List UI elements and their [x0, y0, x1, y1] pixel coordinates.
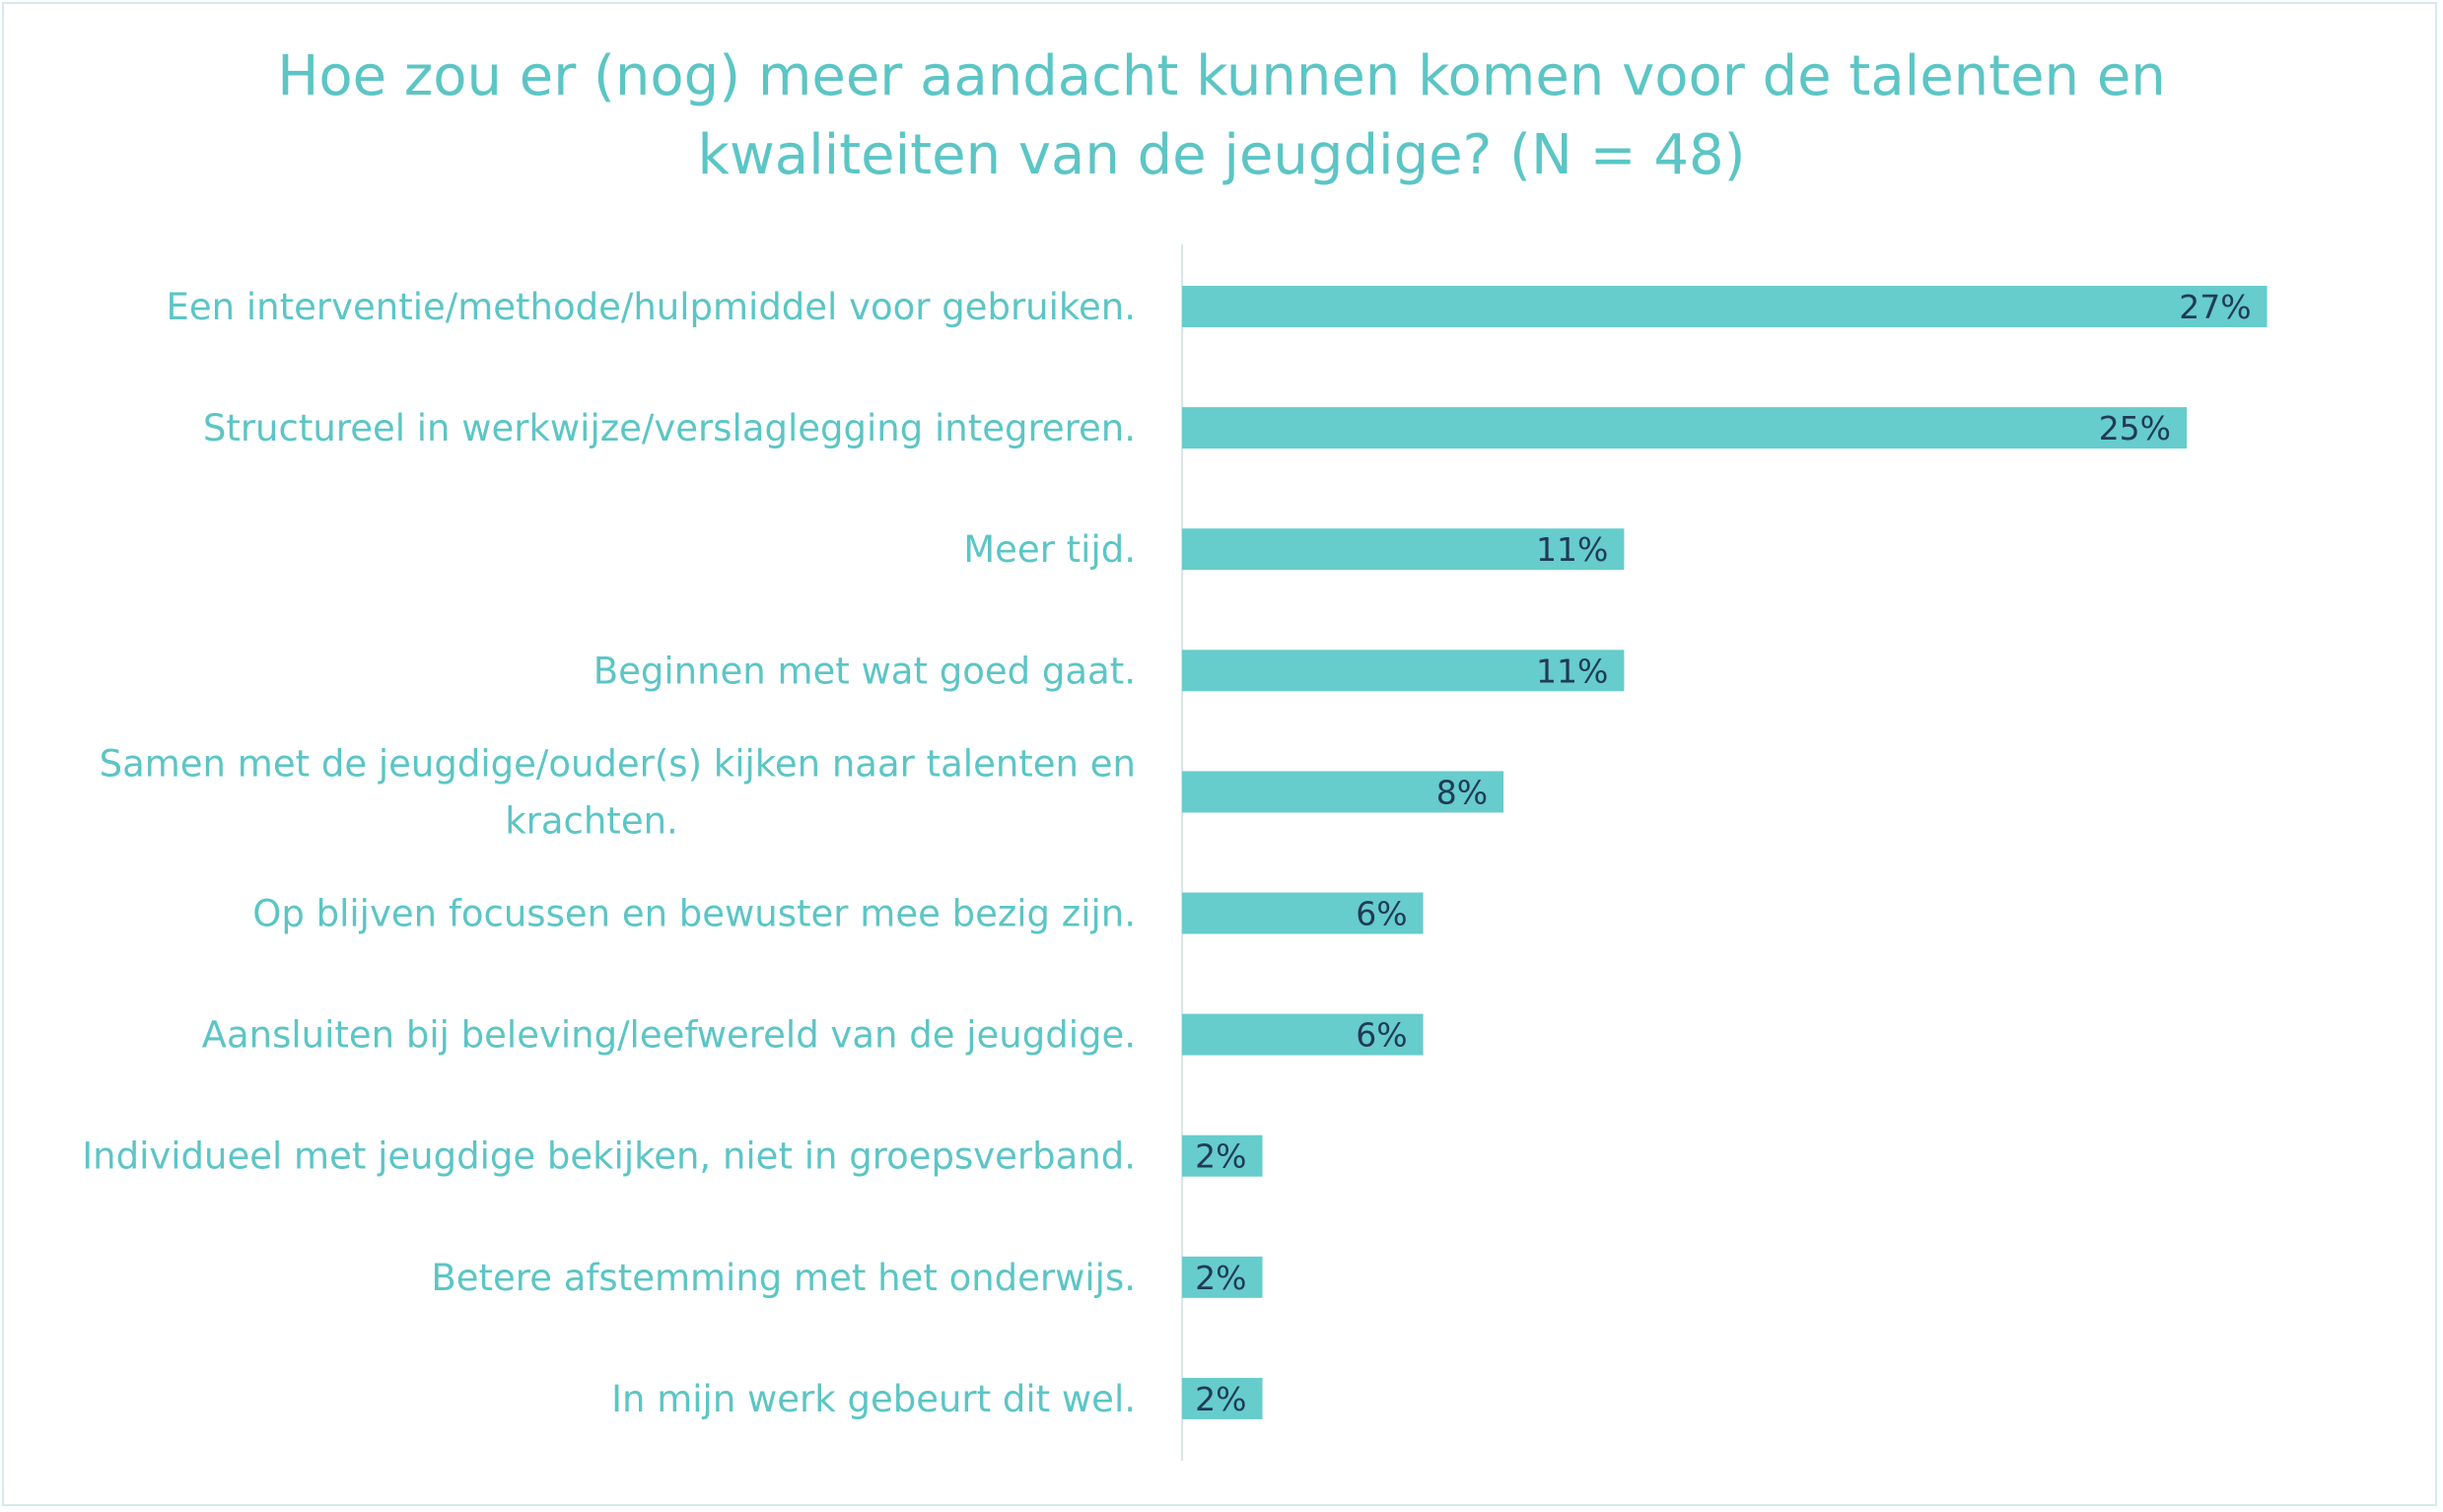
- data-label-9: 2%: [1195, 1259, 1246, 1297]
- data-label-4: 11%: [1536, 652, 1608, 690]
- category-label-8: Individueel met jeugdige bekijken, niet …: [82, 1135, 1136, 1178]
- category-label-10: In mijn werk gebeurt dit wel.: [611, 1378, 1136, 1420]
- chart-title-line-1: Hoe zou er (nog) meer aandacht kunnen ko…: [277, 44, 2166, 108]
- bar-2: [1182, 407, 2188, 449]
- bar-6: [1182, 892, 1424, 934]
- bar-1: [1182, 286, 2268, 327]
- category-label-7: Aansluiten bij beleving/leefwereld van d…: [202, 1014, 1136, 1057]
- chart-title-line-2: kwaliteiten van de jeugdige? (N = 48): [697, 123, 1746, 187]
- chart-title: Hoe zou er (nog) meer aandacht kunnen ko…: [0, 37, 2443, 195]
- data-label-1: 27%: [2179, 288, 2251, 326]
- category-label-1: Een interventie/methode/hulpmiddel voor …: [167, 286, 1136, 328]
- data-label-8: 2%: [1195, 1137, 1246, 1176]
- bar-5: [1182, 771, 1504, 813]
- bar-3: [1182, 528, 1625, 571]
- data-label-7: 6%: [1356, 1016, 1407, 1055]
- bar-8: [1182, 1134, 1263, 1177]
- bar-4: [1182, 650, 1625, 692]
- category-label-4: Beginnen met wat goed gaat.: [593, 650, 1136, 692]
- data-label-6: 6%: [1356, 895, 1407, 933]
- bar-7: [1182, 1013, 1424, 1056]
- data-label-3: 11%: [1536, 530, 1608, 569]
- data-label-10: 2%: [1195, 1380, 1246, 1418]
- data-label-2: 25%: [2099, 409, 2171, 447]
- bar-9: [1182, 1256, 1263, 1298]
- bar-10: [1182, 1377, 1263, 1419]
- category-label-5-line-1: Samen met de jeugdige/ouder(s) kijken na…: [100, 742, 1136, 785]
- category-label-6: Op blijven focussen en bewuster mee bezi…: [252, 893, 1136, 935]
- category-label-3: Meer tijd.: [963, 528, 1136, 571]
- category-label-2: Structureel in werkwijze/verslaglegging …: [203, 407, 1136, 449]
- category-label-5-line-2: krachten.: [505, 799, 678, 842]
- category-label-9: Betere afstemming met het onderwijs.: [431, 1257, 1136, 1299]
- data-label-5: 8%: [1436, 773, 1488, 811]
